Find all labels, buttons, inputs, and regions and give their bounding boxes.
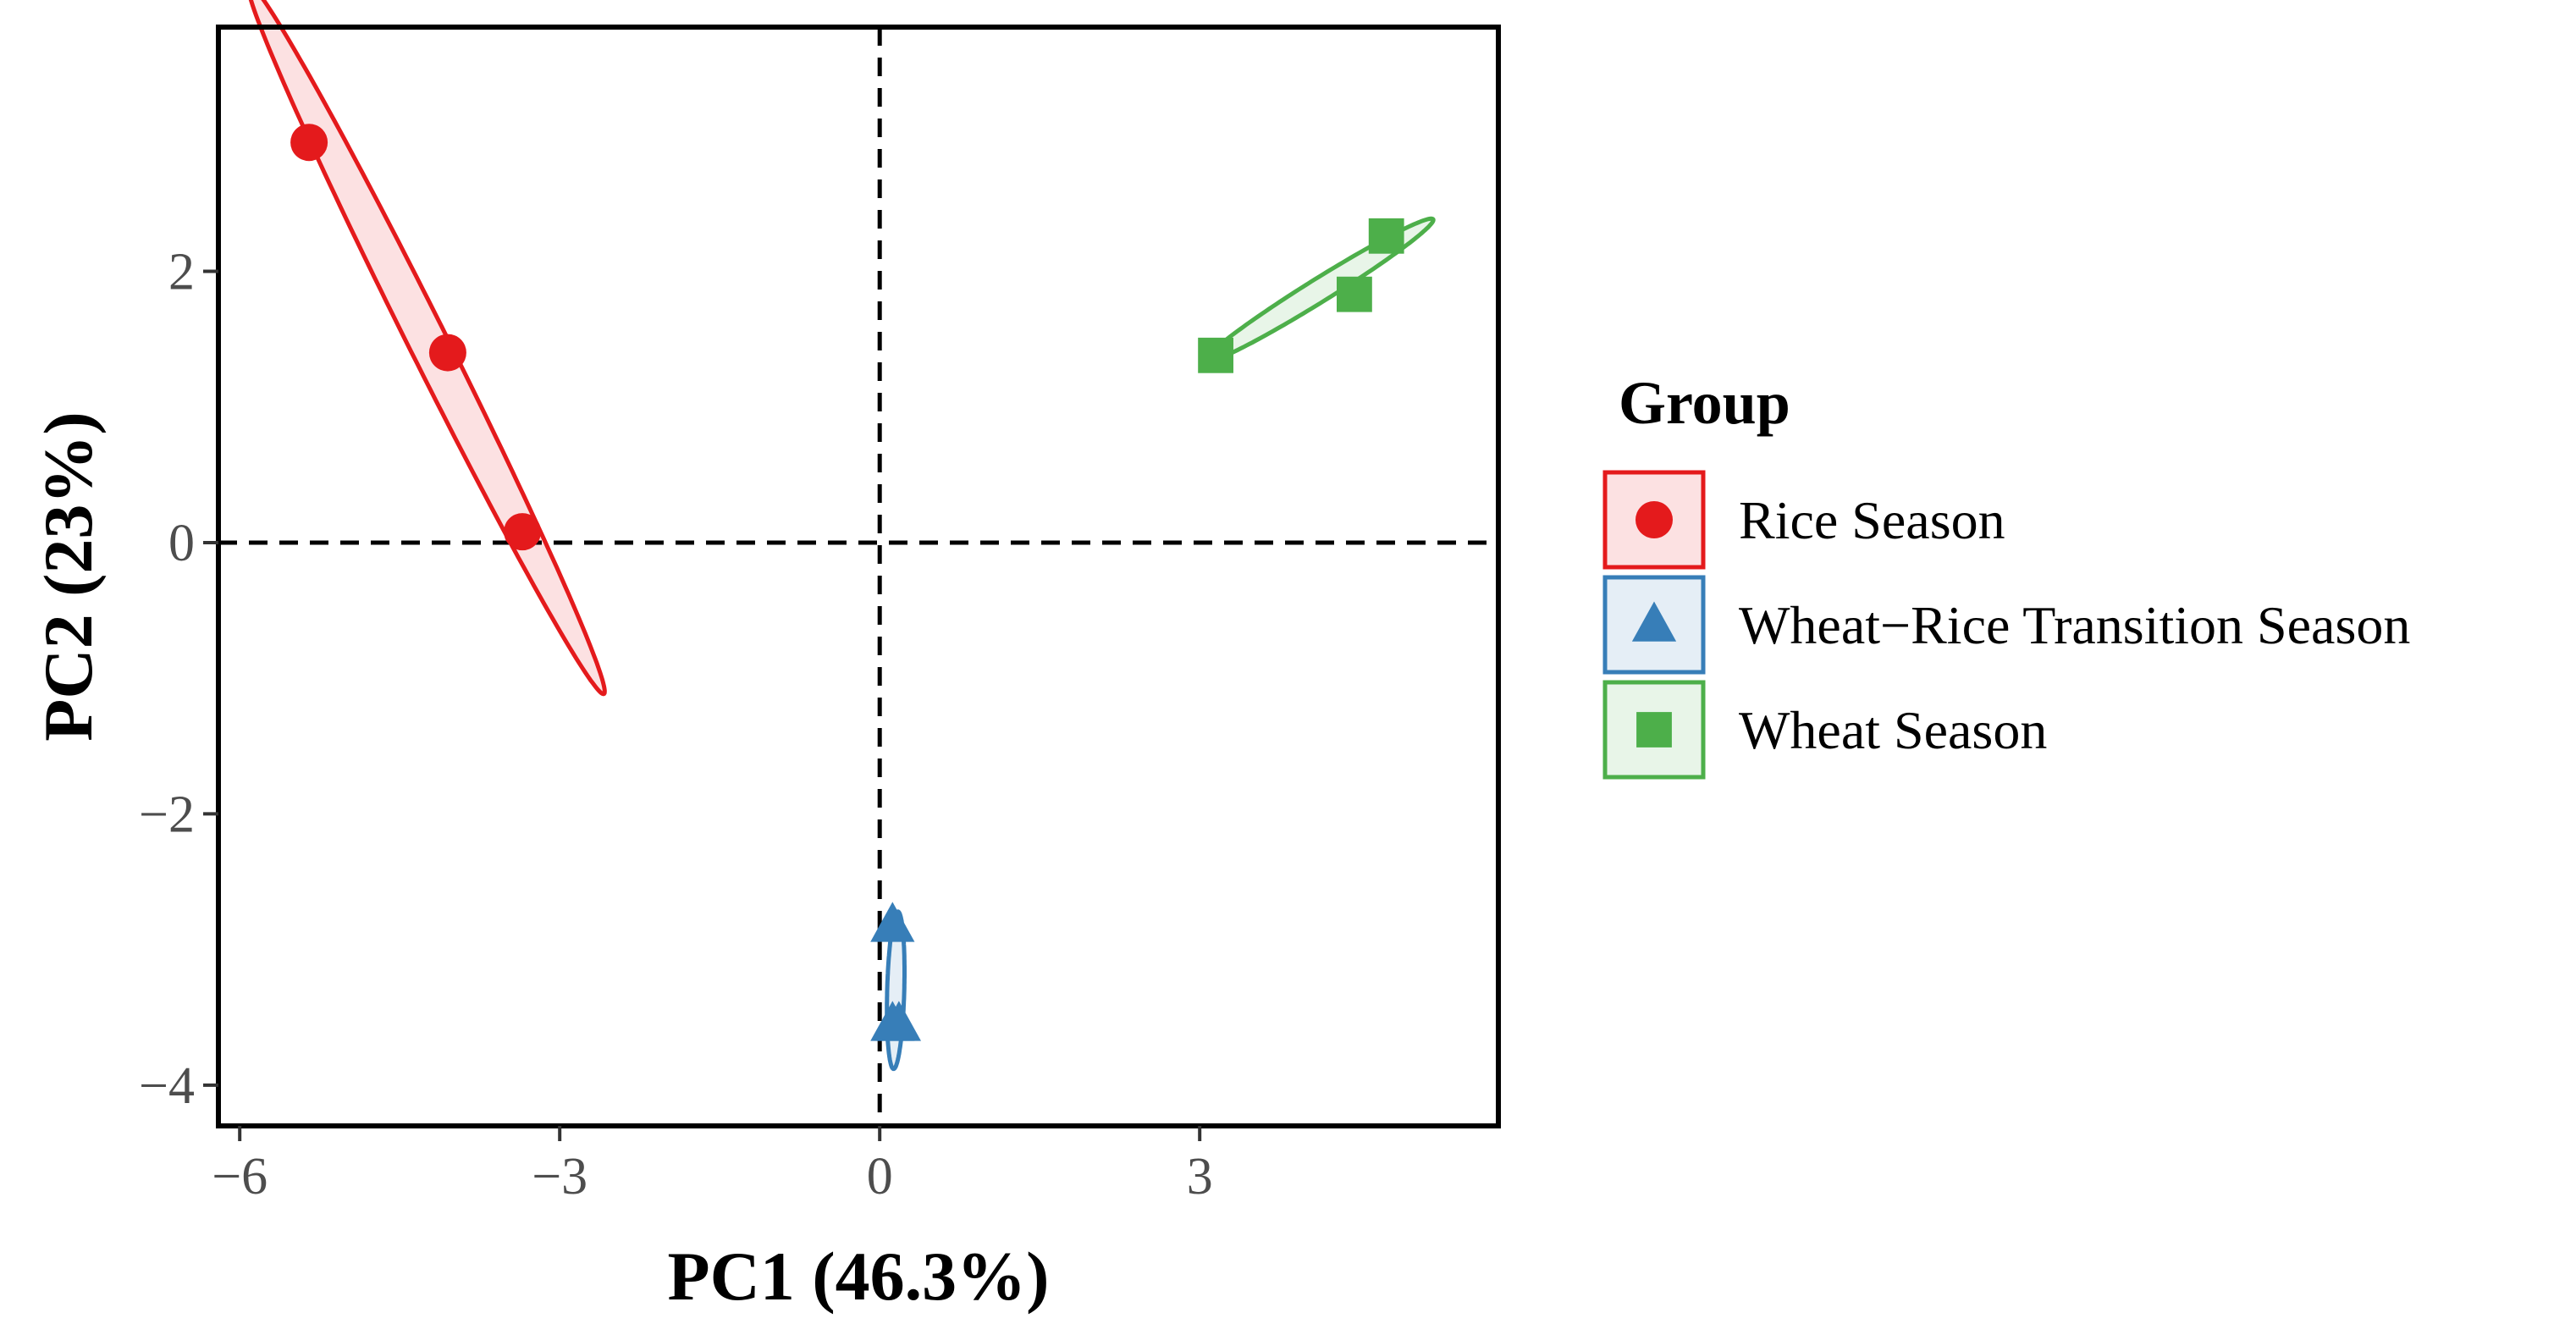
x-tick-label: 0 (867, 1148, 893, 1205)
point-series-3-2 (1337, 276, 1372, 312)
x-tick-label: −6 (212, 1148, 268, 1205)
y-tick-label: 0 (168, 515, 195, 572)
legend-key-square-icon (1636, 712, 1672, 747)
legend-key-circle-icon (1636, 501, 1673, 538)
legend-item: Rice Season (1602, 470, 2005, 570)
y-tick-label: −4 (139, 1057, 195, 1115)
legend: Group Rice Season Wheat−Rice Transition S… (1602, 369, 2410, 780)
legend-label: Wheat Season (1739, 700, 2047, 760)
legend-label: Rice Season (1739, 490, 2005, 550)
x-axis-title: PC1 (46.3%) (668, 1238, 1050, 1315)
y-tick-label: 2 (168, 243, 195, 301)
plot-panel-border (216, 25, 1501, 1128)
point-series-3-1 (1198, 337, 1233, 373)
point-series-3-3 (1368, 218, 1404, 254)
reference-lines (218, 27, 1498, 1126)
y-axis-title: PC2 (23%) (30, 411, 107, 741)
y-tick-label: −2 (139, 786, 195, 843)
legend-item: Wheat Season (1602, 680, 2047, 780)
data-points (290, 124, 1404, 1041)
point-series-2-3 (876, 1001, 922, 1041)
point-series-1-3 (504, 513, 542, 551)
point-series-1-2 (428, 334, 466, 372)
x-axis: −6 −3 0 3 (212, 1126, 1213, 1205)
legend-key-triangle-icon (1631, 601, 1677, 642)
point-series-1-1 (290, 124, 328, 162)
x-tick-label: 3 (1187, 1148, 1213, 1205)
y-axis: −4 −2 0 2 (139, 243, 218, 1115)
legend-title: Group (1619, 369, 1790, 437)
x-tick-label: −3 (532, 1148, 587, 1205)
legend-label: Wheat−Rice Transition Season (1739, 595, 2410, 655)
point-series-2-1 (870, 902, 915, 942)
legend-item: Wheat−Rice Transition Season (1602, 575, 2410, 675)
